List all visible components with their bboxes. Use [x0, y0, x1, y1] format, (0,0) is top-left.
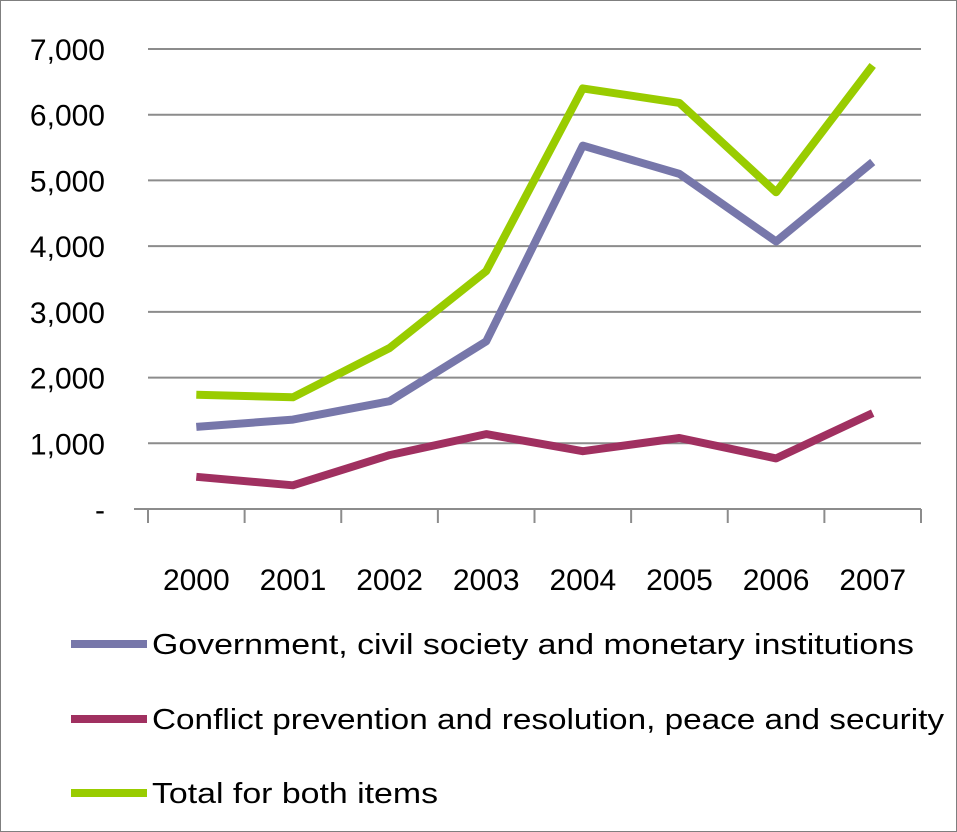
- series-line-3: [196, 62, 876, 402]
- series-lines: [195, 62, 876, 490]
- x-tick-label: 2000: [163, 564, 230, 597]
- legend-item-2: Conflict prevention and resolution, peac…: [71, 704, 945, 736]
- legend-label: Total for both items: [152, 778, 438, 810]
- legend-label: Conflict prevention and resolution, peac…: [152, 704, 945, 736]
- x-tick-label: 2001: [260, 564, 327, 597]
- x-tick-label: 2004: [549, 564, 616, 597]
- x-tick-label: 2002: [356, 564, 423, 597]
- y-tick-label: -: [95, 494, 105, 527]
- y-tick-label: 5,000: [30, 165, 105, 198]
- legend-label: Government, civil society and monetary i…: [152, 629, 914, 661]
- y-tick-label: 2,000: [30, 363, 105, 396]
- x-tick-label: 2006: [743, 564, 810, 597]
- x-tick-label: 2005: [646, 564, 713, 597]
- legend: Government, civil society and monetary i…: [71, 629, 945, 810]
- y-tick-label: 7,000: [30, 34, 105, 67]
- y-tick-label: 1,000: [30, 428, 105, 461]
- x-axis: 2000 2001 2002 2003 2004 2005 2006 2007: [134, 508, 922, 597]
- series-line-1: [195, 141, 876, 431]
- x-tick-label: 2007: [839, 564, 906, 597]
- y-tick-label: 6,000: [30, 100, 105, 133]
- x-tick-label: 2003: [453, 564, 520, 597]
- legend-item-3: Total for both items: [71, 778, 438, 810]
- series-line-2: [195, 409, 875, 490]
- y-tick-label: 3,000: [30, 297, 105, 330]
- y-axis: - 1,000 2,000 3,000 4,000 5,000 6,000 7,000: [30, 34, 105, 527]
- legend-item-1: Government, civil society and monetary i…: [71, 629, 914, 661]
- y-tick-label: 4,000: [30, 231, 105, 264]
